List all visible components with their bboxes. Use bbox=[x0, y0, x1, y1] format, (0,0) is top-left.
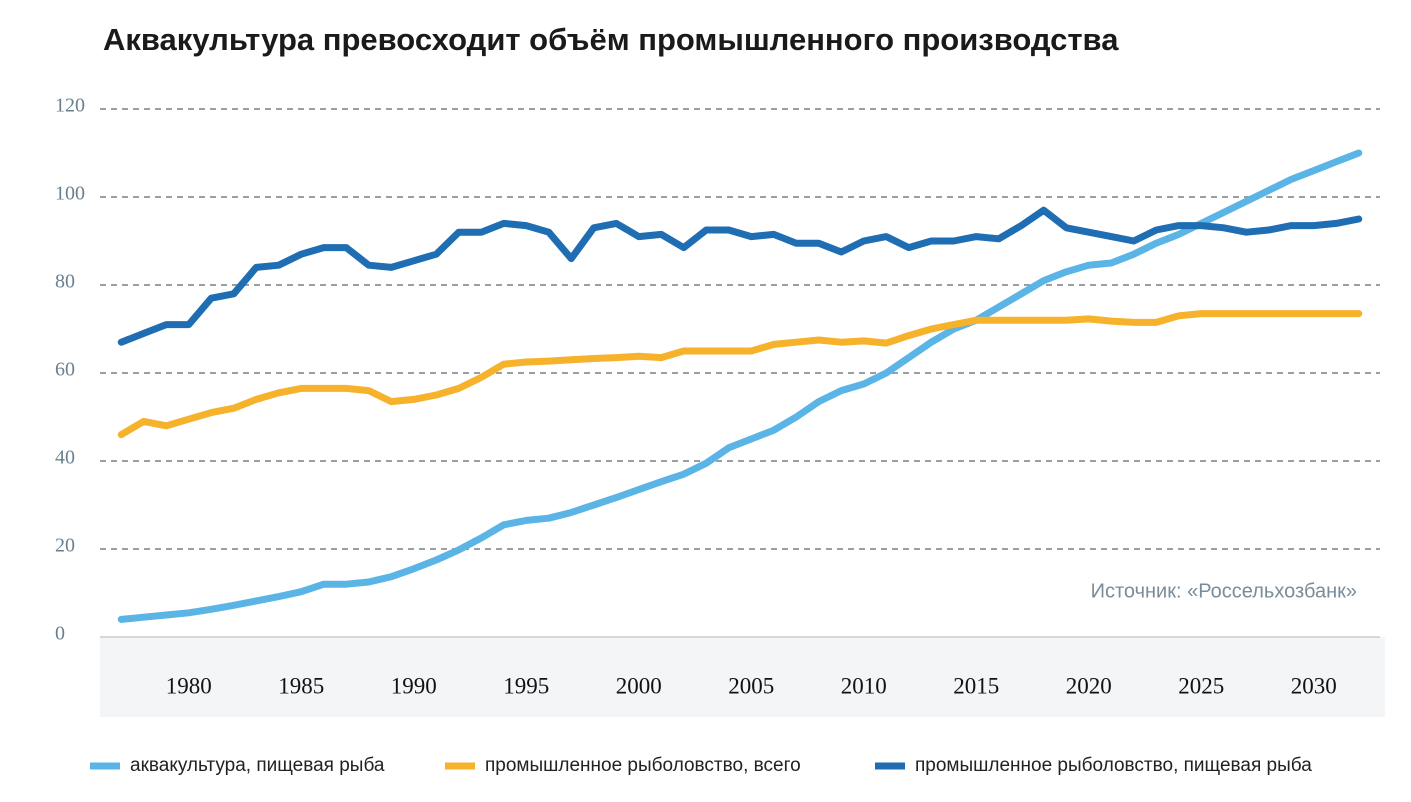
x-tick-label: 1995 bbox=[503, 673, 549, 698]
legend-label: аквакультура, пищевая рыба bbox=[130, 755, 385, 776]
y-tick-label: 20 bbox=[55, 535, 75, 557]
y-tick-label: 40 bbox=[55, 447, 75, 469]
x-tick-label: 2005 bbox=[728, 673, 774, 698]
x-tick-label: 1985 bbox=[278, 673, 324, 698]
chart-title: Аквакультура превосходит объём промышлен… bbox=[103, 22, 1119, 57]
x-tick-label: 2020 bbox=[1066, 673, 1112, 698]
x-tick-label: 1980 bbox=[166, 673, 212, 698]
y-tick-label: 120 bbox=[55, 95, 85, 117]
legend-label: промышленное рыболовство, пищевая рыба bbox=[915, 755, 1312, 776]
x-tick-label: 2015 bbox=[953, 673, 999, 698]
series-line bbox=[117, 206, 1363, 346]
y-tick-label: 60 bbox=[55, 359, 75, 381]
axis-band bbox=[100, 637, 1385, 717]
y-tick-label: 80 bbox=[55, 271, 75, 293]
y-tick-label: 0 bbox=[55, 623, 65, 645]
source-note: Источник: «Россельхозбанк» bbox=[1091, 580, 1357, 602]
legend-label: промышленное рыболовство, всего bbox=[485, 755, 801, 776]
x-tick-label: 2000 bbox=[616, 673, 662, 698]
x-tick-label: 2025 bbox=[1178, 673, 1224, 698]
series-line bbox=[117, 149, 1363, 623]
x-tick-label: 1990 bbox=[391, 673, 437, 698]
x-tick-label: 2010 bbox=[841, 673, 887, 698]
y-tick-label: 100 bbox=[55, 183, 85, 205]
series-line bbox=[117, 310, 1363, 439]
x-tick-label: 2030 bbox=[1291, 673, 1337, 698]
